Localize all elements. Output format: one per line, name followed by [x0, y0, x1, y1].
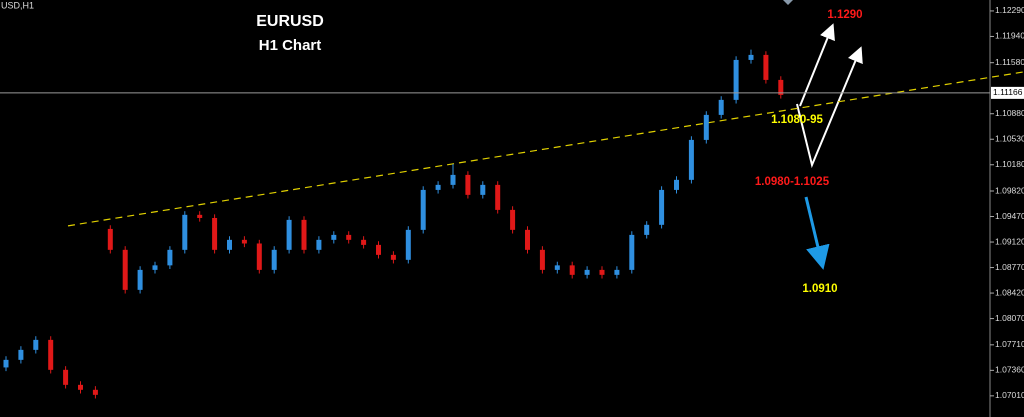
candle-body: [92, 389, 98, 395]
candle-body: [778, 79, 784, 95]
candle-body: [420, 189, 426, 230]
y-tick-label: 1.07360: [995, 365, 1024, 375]
y-tick-label: 1.10530: [995, 133, 1024, 143]
candle-body: [301, 219, 307, 250]
candle-body: [63, 369, 69, 385]
candle-body: [331, 234, 337, 240]
annotation: 1.1290: [827, 9, 862, 21]
y-tick-label: 1.10880: [995, 108, 1024, 118]
candle-body: [212, 217, 218, 250]
y-tick-label: 1.11580: [995, 57, 1024, 67]
candle-body: [569, 265, 575, 275]
candle-body: [227, 239, 232, 250]
candle-body: [763, 54, 769, 80]
candle-body: [256, 243, 262, 270]
y-tick-label: 1.07710: [995, 339, 1024, 349]
y-tick-label: 1.09470: [995, 211, 1024, 221]
candle-body: [703, 114, 709, 140]
candle-body: [241, 239, 247, 244]
candle-body: [405, 229, 411, 260]
chart-subtitle: H1 Chart: [259, 37, 322, 54]
candle-body: [584, 269, 590, 275]
current-price-box: [991, 86, 1024, 99]
shift-marker: [783, 0, 793, 5]
candle-body: [495, 184, 501, 210]
y-tick-label: 1.08070: [995, 313, 1024, 323]
candle-body: [748, 54, 754, 60]
candle-body: [644, 224, 650, 235]
y-tick-label: 1.08770: [995, 262, 1024, 272]
arrow-zigzag: [796, 46, 863, 169]
candle-body: [659, 189, 665, 225]
candle-body: [18, 349, 24, 360]
candle-body: [152, 265, 158, 270]
candle-body: [465, 174, 471, 195]
symbol-label: USD,H1: [1, 0, 34, 10]
candle-body: [450, 174, 456, 185]
candle-body: [48, 339, 54, 370]
y-tick-label: 1.09820: [995, 185, 1024, 195]
candle-body: [316, 239, 322, 250]
candle-body: [182, 214, 188, 250]
candle-body: [197, 214, 203, 218]
trendline: [67, 71, 1024, 227]
chart-title: EURUSD: [256, 13, 324, 30]
candle-body: [78, 384, 83, 390]
y-tick-label: 1.10180: [995, 159, 1024, 169]
candle-body: [137, 269, 143, 290]
y-tick-label: 1.12290: [995, 5, 1024, 15]
candle-body: [688, 139, 694, 180]
candle-body: [480, 184, 486, 195]
y-tick-label: 1.11940: [995, 31, 1024, 41]
annotations: 1.1290 1.1080-95 1.0980-1.1025 1.0910: [755, 9, 863, 295]
candle-body: [614, 269, 620, 275]
current-price-label: 1.11166: [993, 87, 1023, 97]
candle-body: [629, 234, 635, 270]
arrow-down: [804, 196, 830, 270]
candle-body: [554, 265, 560, 270]
candle-body: [390, 254, 396, 260]
annotation: 1.1080-95: [771, 114, 823, 126]
y-tick-label: 1.07010: [995, 390, 1024, 400]
candle-body: [525, 229, 530, 250]
annotation: 1.0980-1.1025: [755, 176, 830, 188]
candle-body: [674, 179, 679, 190]
candle-body: [733, 59, 739, 100]
candle-body: [107, 228, 113, 250]
candle-body: [599, 269, 605, 275]
candle-body: [539, 249, 545, 270]
candle-body: [376, 244, 381, 255]
annotation: 1.0910: [802, 283, 837, 295]
candle-body: [286, 219, 292, 250]
candle-body: [271, 249, 277, 270]
candle-body: [3, 359, 9, 368]
candle-body: [435, 184, 441, 190]
candle-body: [122, 249, 128, 290]
y-tick-label: 1.08420: [995, 287, 1024, 297]
candle-body: [361, 239, 367, 245]
y-tick-label: 1.09120: [995, 236, 1024, 246]
candle-body: [33, 339, 39, 350]
candle-body: [346, 234, 352, 240]
candle-body: [510, 209, 516, 230]
candle-body: [167, 249, 173, 266]
candle-body: [718, 99, 724, 115]
